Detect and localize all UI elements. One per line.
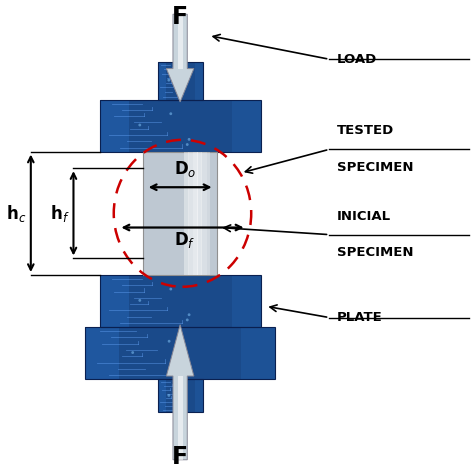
Bar (157, 62, 202, 100)
Bar (100, 275, 261, 327)
Text: TESTED: TESTED (337, 125, 394, 137)
Bar (232, 100, 261, 152)
Text: D$_o$: D$_o$ (173, 159, 196, 179)
Bar (201, 152, 207, 275)
Bar (143, 152, 217, 275)
Circle shape (176, 71, 179, 73)
Bar (184, 152, 210, 275)
Bar (85, 327, 119, 379)
Bar (178, 376, 182, 460)
Bar (157, 62, 202, 100)
Circle shape (187, 371, 190, 374)
Text: F: F (172, 5, 188, 28)
Bar (157, 62, 166, 100)
Circle shape (168, 340, 171, 343)
Bar (85, 327, 275, 379)
Text: D$_f$: D$_f$ (174, 230, 196, 250)
Circle shape (138, 124, 141, 127)
Circle shape (189, 365, 192, 368)
FancyArrow shape (166, 14, 194, 102)
Bar (85, 327, 275, 379)
Bar (178, 14, 182, 69)
Bar (157, 379, 202, 412)
Circle shape (181, 93, 183, 96)
Circle shape (181, 403, 184, 406)
Circle shape (181, 89, 184, 92)
Bar (100, 275, 261, 327)
Circle shape (188, 138, 191, 141)
Text: PLATE: PLATE (337, 311, 383, 324)
Circle shape (176, 387, 179, 390)
Text: LOAD: LOAD (337, 53, 377, 66)
Bar (194, 62, 202, 100)
Bar (157, 379, 202, 412)
Circle shape (186, 143, 189, 146)
Text: h$_c$: h$_c$ (7, 203, 27, 224)
Text: SPECIMEN: SPECIMEN (337, 246, 413, 259)
Circle shape (131, 351, 134, 354)
Bar (188, 152, 193, 275)
Bar (184, 152, 189, 275)
Circle shape (167, 79, 170, 82)
Circle shape (169, 288, 172, 291)
Bar (100, 275, 128, 327)
Text: INICIAL: INICIAL (337, 210, 391, 223)
Circle shape (186, 319, 189, 321)
Circle shape (188, 313, 191, 316)
Bar (241, 327, 275, 379)
Bar (232, 275, 261, 327)
Bar (100, 100, 261, 152)
Bar (197, 152, 202, 275)
Circle shape (169, 112, 172, 115)
Bar (100, 100, 261, 152)
Bar (100, 100, 128, 152)
Text: SPECIMEN: SPECIMEN (337, 161, 413, 174)
Circle shape (167, 394, 170, 397)
Circle shape (138, 299, 141, 302)
FancyArrow shape (166, 325, 194, 460)
Text: F: F (172, 446, 188, 469)
Circle shape (181, 406, 183, 409)
Text: h$_f$: h$_f$ (50, 203, 70, 224)
Bar (194, 379, 202, 412)
Bar (192, 152, 198, 275)
Bar (157, 379, 166, 412)
